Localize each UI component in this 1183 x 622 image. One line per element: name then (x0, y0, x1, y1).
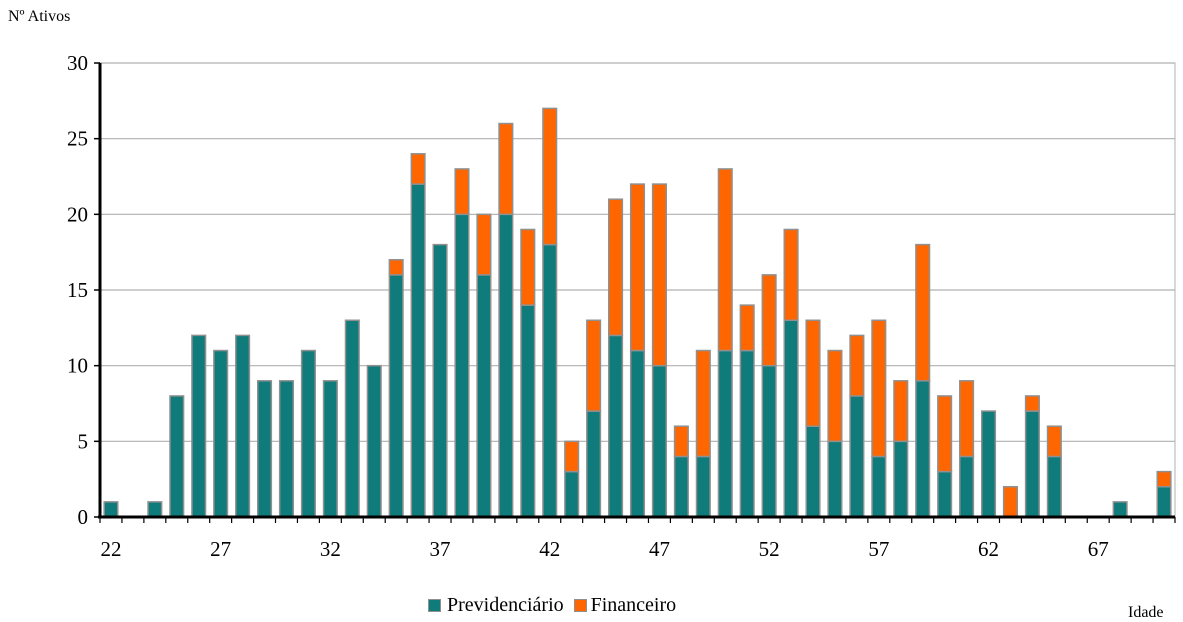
bar-previdenciario-57 (871, 455, 887, 518)
bar-previdenciario-29 (256, 380, 273, 518)
bar-financeiro-59 (915, 243, 931, 382)
bar-financeiro-70 (1156, 470, 1172, 488)
bar-financeiro-57 (871, 319, 887, 458)
bar-previdenciario-24 (147, 501, 163, 518)
bar-previdenciario-42 (542, 243, 558, 518)
bar-previdenciario-35 (388, 274, 404, 518)
bar-previdenciario-30 (278, 380, 295, 518)
y-tick-label: 30 (67, 51, 88, 75)
bar-previdenciario-70 (1156, 485, 1172, 518)
bar-previdenciario-43 (564, 470, 580, 518)
legend-swatch-previdenciario (428, 599, 441, 612)
bar-previdenciario-22 (103, 501, 119, 518)
bar-previdenciario-58 (893, 440, 909, 518)
bar-financeiro-45 (608, 198, 624, 337)
x-tick-label: 52 (759, 537, 780, 561)
bar-financeiro-43 (564, 440, 580, 473)
y-tick-label: 10 (67, 354, 88, 378)
x-tick-label: 57 (868, 537, 889, 561)
y-tick-label: 25 (67, 127, 88, 151)
bar-previdenciario-32 (322, 380, 338, 518)
bar-previdenciario-38 (454, 213, 470, 518)
bar-previdenciario-61 (959, 455, 975, 518)
y-tick-label: 5 (78, 429, 89, 453)
x-tick-label: 47 (649, 537, 670, 561)
legend-label-financeiro: Financeiro (590, 594, 677, 616)
bar-previdenciario-39 (476, 274, 492, 518)
bar-previdenciario-31 (300, 349, 316, 518)
bar-previdenciario-34 (366, 364, 382, 518)
x-tick-label: 62 (978, 537, 999, 561)
x-tick-label: 67 (1088, 537, 1109, 561)
bar-previdenciario-33 (344, 319, 360, 518)
bar-financeiro-63 (1002, 485, 1019, 518)
bar-financeiro-41 (520, 228, 536, 306)
bar-financeiro-65 (1046, 425, 1062, 458)
bar-financeiro-36 (410, 153, 426, 185)
bar-financeiro-51 (739, 304, 755, 352)
bar-financeiro-60 (937, 395, 953, 473)
bar-previdenciario-46 (629, 349, 646, 518)
bar-financeiro-56 (849, 334, 865, 397)
legend-label-previdenciario: Previdenciário (447, 594, 564, 616)
bar-financeiro-61 (959, 380, 975, 458)
bar-previdenciario-25 (169, 395, 185, 518)
bar-financeiro-58 (893, 380, 909, 443)
bar-previdenciario-65 (1046, 455, 1062, 518)
bar-previdenciario-37 (432, 243, 448, 518)
bar-previdenciario-36 (410, 183, 426, 518)
bar-previdenciario-40 (498, 213, 514, 518)
bar-financeiro-48 (673, 425, 689, 458)
x-tick-label: 42 (539, 537, 560, 561)
bar-previdenciario-62 (980, 410, 997, 518)
bar-previdenciario-56 (849, 395, 865, 518)
bar-financeiro-55 (827, 349, 843, 443)
x-tick-label: 32 (320, 537, 341, 561)
bar-previdenciario-50 (717, 349, 733, 518)
bar-financeiro-35 (388, 258, 404, 276)
bar-previdenciario-41 (520, 304, 536, 518)
bar-previdenciario-47 (651, 364, 667, 518)
bar-previdenciario-64 (1024, 410, 1040, 518)
bar-previdenciario-45 (608, 334, 624, 518)
bar-financeiro-42 (542, 107, 558, 246)
bar-financeiro-47 (651, 183, 667, 367)
bar-financeiro-39 (476, 213, 492, 276)
legend: Previdenciário Financeiro (428, 594, 676, 617)
bar-financeiro-38 (454, 168, 470, 216)
bar-previdenciario-28 (235, 334, 251, 518)
bar-financeiro-64 (1024, 395, 1040, 412)
bar-previdenciario-55 (827, 440, 843, 518)
x-axis-title: Idade (1128, 604, 1164, 621)
bar-previdenciario-49 (695, 455, 711, 518)
bar-financeiro-50 (717, 168, 733, 352)
bar-previdenciario-59 (915, 380, 931, 518)
bar-previdenciario-60 (937, 470, 953, 518)
y-axis-title: Nº Ativos (8, 8, 71, 25)
x-tick-label: 37 (430, 537, 451, 561)
bar-financeiro-46 (629, 183, 646, 352)
bar-previdenciario-68 (1112, 501, 1128, 518)
bar-previdenciario-53 (783, 319, 799, 518)
legend-swatch-financeiro (573, 599, 587, 612)
bar-previdenciario-27 (213, 349, 229, 518)
bar-previdenciario-51 (739, 349, 755, 518)
y-tick-label: 20 (67, 202, 88, 226)
bar-financeiro-52 (761, 274, 777, 367)
bar-previdenciario-26 (191, 334, 207, 518)
bar-financeiro-49 (695, 349, 711, 458)
x-tick-label: 27 (210, 537, 231, 561)
x-tick-label: 22 (100, 537, 121, 561)
bar-financeiro-53 (783, 228, 799, 322)
y-tick-label: 0 (78, 505, 89, 529)
bar-previdenciario-48 (673, 455, 689, 518)
y-tick-label: 15 (67, 278, 88, 302)
bar-previdenciario-54 (805, 425, 821, 518)
bar-financeiro-44 (586, 319, 602, 412)
bar-financeiro-54 (805, 319, 821, 427)
bar-previdenciario-44 (586, 410, 602, 518)
bar-previdenciario-52 (761, 364, 777, 518)
bar-financeiro-40 (498, 122, 514, 216)
